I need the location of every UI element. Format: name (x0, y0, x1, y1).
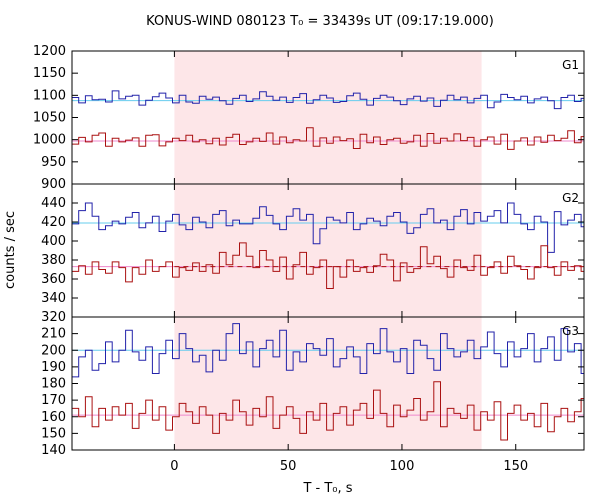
y-tick-label: 1050 (33, 111, 66, 126)
panel-g1: 900 950 1000 1050 1100 1150 1200 G1 (33, 44, 585, 192)
y-tick-label: 420 (41, 215, 66, 230)
series-upper-g3 (72, 323, 584, 378)
y-tick-label: 400 (41, 234, 66, 249)
chart-title: KONUS-WIND 080123 T₀ = 33439s UT (09:17:… (146, 14, 494, 29)
panel-g2: 320 340 360 380 400 420 440 G2 (41, 183, 585, 325)
y-tick-label: 170 (41, 393, 66, 408)
y-tick-label: 140 (41, 443, 66, 458)
panel-label-g1: G1 (562, 58, 579, 72)
x-tick-label: 150 (503, 459, 528, 474)
y-tick-label: 190 (41, 360, 66, 375)
y-tick-label: 340 (41, 291, 66, 306)
y-tick-label: 1100 (33, 88, 66, 103)
shaded-interval-rect (174, 51, 482, 450)
y-tick-label: 320 (41, 310, 66, 325)
y-tick-label: 380 (41, 253, 66, 268)
y-tick-label: 1000 (33, 133, 66, 148)
series-lower-g2 (72, 242, 584, 289)
x-tick-label: 50 (280, 459, 297, 474)
y-tick-label: 440 (41, 196, 66, 211)
y-tick-label: 1150 (33, 66, 66, 81)
panel-label-g2: G2 (562, 191, 579, 205)
y-tick-label: 200 (41, 343, 66, 358)
series-upper-g1 (72, 90, 584, 110)
y-tick-label: 950 (41, 155, 66, 170)
x-tick-label: 100 (390, 459, 415, 474)
panels: 900 950 1000 1050 1100 1150 1200 G1 320 340 360 380… (33, 44, 585, 458)
y-axis-label: counts / sec (3, 211, 18, 289)
x-axis: 0 50 100 150 (170, 459, 528, 474)
series-upper-g2 (72, 202, 584, 253)
x-tick-label: 0 (170, 459, 178, 474)
y-tick-label: 150 (41, 426, 66, 441)
series-lower-g1 (72, 127, 584, 150)
y-tick-label: 900 (41, 177, 66, 192)
shaded-interval (174, 51, 482, 450)
y-tick-label: 1200 (33, 44, 66, 59)
x-axis-label: T - T₀, s (302, 481, 352, 496)
y-tick-label: 180 (41, 377, 66, 392)
series-lower-g3 (72, 381, 584, 441)
y-tick-label: 210 (41, 327, 66, 342)
panel-label-g3: G3 (562, 324, 579, 338)
y-tick-label: 160 (41, 410, 66, 425)
y-tick-label: 360 (41, 272, 66, 287)
